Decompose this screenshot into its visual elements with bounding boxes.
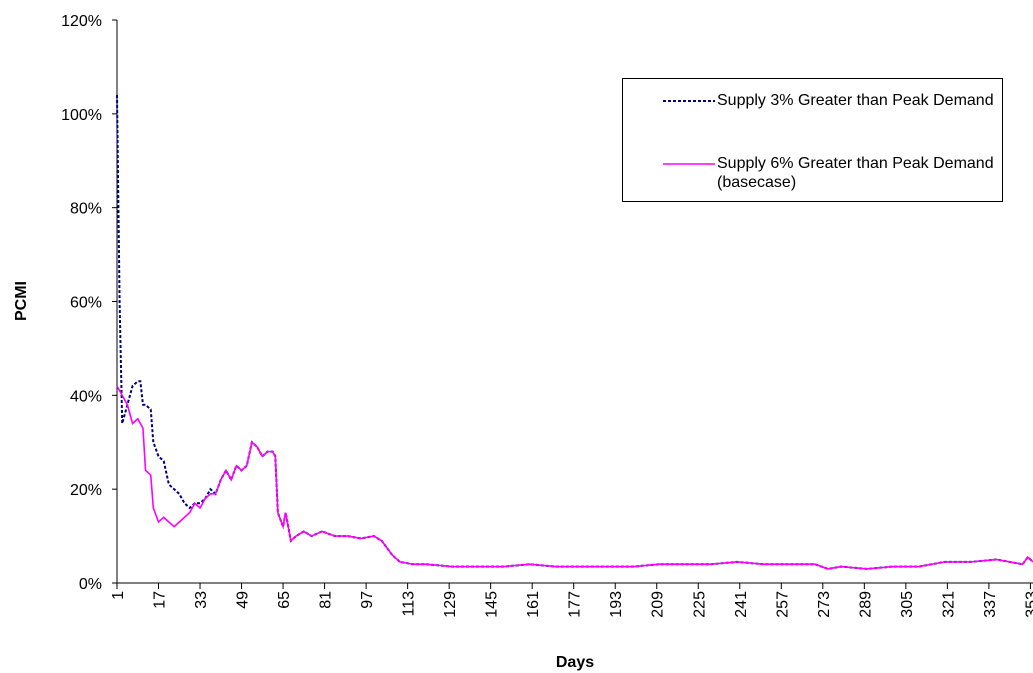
y-tick-label: 60%: [70, 295, 102, 312]
x-tick-label: 65: [276, 591, 293, 609]
x-tick-label: 81: [318, 591, 335, 609]
y-tick-label: 80%: [70, 201, 102, 218]
y-tick-label: 40%: [70, 388, 102, 405]
x-tick-label: 337: [982, 591, 999, 618]
x-tick-label: 257: [774, 591, 791, 618]
y-tick-label: 120%: [61, 13, 102, 30]
legend-label: Supply 6% Greater than Peak Demand (base…: [717, 155, 994, 191]
legend: Supply 3% Greater than Peak Demand Supply…: [622, 78, 1003, 202]
x-tick-label: 49: [235, 591, 252, 609]
x-tick-label: 17: [152, 591, 169, 609]
x-tick-label: 273: [816, 591, 833, 618]
y-tick-label: 20%: [70, 482, 102, 499]
x-tick-label: 97: [359, 591, 376, 609]
y-axis-label: PCMI: [13, 281, 30, 321]
x-tick-label: 193: [608, 591, 625, 618]
x-tick-label: 145: [484, 591, 501, 618]
x-tick-label: 177: [567, 591, 584, 618]
x-tick-label: 33: [193, 591, 210, 609]
series-line: [116, 385, 1033, 570]
x-tick-label: 1: [110, 591, 127, 600]
legend-label: Supply 3% Greater than Peak Demand: [717, 92, 994, 109]
x-tick-label: 161: [525, 591, 542, 618]
x-tick-label: 289: [857, 591, 874, 618]
y-tick-label: 0%: [79, 576, 102, 593]
x-tick-label: 353: [1023, 591, 1033, 618]
x-tick-label: 225: [691, 591, 708, 618]
x-tick-label: 209: [650, 591, 667, 618]
x-axis-label: Days: [556, 654, 594, 671]
x-tick-label: 113: [401, 591, 418, 617]
legend-swatch: [663, 163, 715, 165]
x-tick-label: 129: [442, 591, 459, 618]
x-tick-label: 321: [940, 591, 957, 618]
x-tick-label: 305: [899, 591, 916, 618]
x-tick-label: 241: [733, 591, 750, 618]
legend-entry: Supply 6% Greater than Peak Demand (base…: [661, 154, 997, 192]
legend-swatch: [663, 100, 715, 102]
legend-entry: Supply 3% Greater than Peak Demand: [661, 91, 997, 111]
y-tick-label: 100%: [61, 107, 102, 124]
